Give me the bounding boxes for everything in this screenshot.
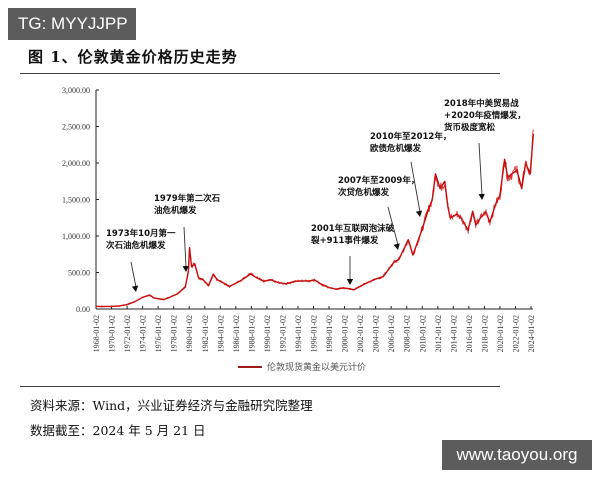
x-tick-label: 1980-01-02 bbox=[185, 315, 194, 352]
y-tick-label: 500.00 bbox=[68, 269, 90, 278]
footer-divider bbox=[20, 386, 500, 387]
x-tick-label: 1982-01-02 bbox=[201, 315, 210, 352]
arrow-head-icon bbox=[478, 193, 485, 200]
annotation-text: 次石油危机爆发 bbox=[106, 240, 166, 251]
x-tick-label: 1988-01-02 bbox=[247, 315, 256, 352]
arrow-line bbox=[183, 226, 187, 268]
annotation-text: 2010年至2012年， bbox=[370, 131, 451, 142]
arrow-head-icon bbox=[346, 279, 354, 285]
annotation: 2010年至2012年，欧债危机爆发 bbox=[370, 131, 451, 217]
annotation-text: 1973年10月第一 bbox=[106, 228, 176, 239]
site-watermark: www.taoyou.org bbox=[442, 440, 592, 470]
y-tick-label: 1,000.00 bbox=[62, 232, 90, 241]
x-axis: 1968-01-02 1970-01-02 1972-01-02 1974-01-02… bbox=[92, 306, 536, 352]
arrow-line bbox=[478, 142, 483, 196]
annotation-text: 2001年互联网泡沫破 bbox=[311, 223, 395, 234]
price-line-noise bbox=[95, 129, 534, 308]
annotation-text: 次贷危机爆发 bbox=[338, 187, 390, 198]
annotation: 2007年至2009年，次贷危机爆发 bbox=[338, 175, 419, 250]
arrow-line bbox=[130, 261, 137, 288]
figure-title: 图 1、伦敦黄金价格历史走势 bbox=[28, 48, 238, 66]
x-tick-label: 1984-01-02 bbox=[216, 315, 225, 352]
source-note: 资料来源：Wind，兴业证券经济与金融研究院整理 bbox=[30, 398, 313, 413]
x-tick-label: 1996-01-02 bbox=[310, 315, 319, 352]
x-tick-label: 2008-01-02 bbox=[403, 315, 412, 352]
annotations: 1973年10月第一次石油危机爆发1979年第二次石油危机爆发2001年互联网泡… bbox=[106, 98, 526, 292]
telegram-badge: TG: MYYJJPP bbox=[8, 8, 136, 40]
annotation-text: 1979年第二次石 bbox=[154, 193, 221, 204]
x-tick-label: 2016-01-02 bbox=[465, 315, 474, 352]
arrow-head-icon bbox=[182, 265, 189, 272]
arrow-line bbox=[410, 161, 421, 213]
x-tick-label: 2004-01-02 bbox=[372, 315, 381, 352]
annotation-text: 裂+911事件爆发 bbox=[310, 235, 379, 246]
x-tick-label: 2020-01-02 bbox=[496, 315, 505, 352]
annotation: 2018年中美贸易战+2020年疫情爆发，货币极度宽松 bbox=[443, 98, 526, 200]
y-tick-label: 0.00 bbox=[76, 305, 90, 314]
arrow-line bbox=[387, 206, 399, 246]
y-axis: 3,000.00 2,500.00 2,000.00 1,500.00 1,000.00… bbox=[62, 86, 99, 314]
annotation-text: 2007年至2009年， bbox=[338, 175, 419, 186]
annotation-text: +2020年疫情爆发， bbox=[444, 110, 526, 121]
data-cutoff-note: 数据截至：2024 年 5 月 21 日 bbox=[30, 423, 206, 438]
x-tick-label: 1992-01-02 bbox=[278, 315, 287, 352]
arrow-head-icon bbox=[393, 243, 400, 250]
y-tick-label: 2,500.00 bbox=[62, 123, 90, 132]
y-tick-label: 1,500.00 bbox=[62, 196, 90, 205]
annotation-text: 油危机爆发 bbox=[154, 205, 197, 216]
arrow-head-icon bbox=[131, 285, 139, 292]
annotation-text: 货币极度宽松 bbox=[443, 122, 496, 133]
x-tick-label: 2002-01-02 bbox=[356, 315, 365, 352]
x-tick-label: 1990-01-02 bbox=[263, 315, 272, 352]
x-tick-label: 2010-01-02 bbox=[418, 315, 427, 352]
x-tick-label: 1978-01-02 bbox=[170, 315, 179, 352]
x-tick-label: 2006-01-02 bbox=[387, 315, 396, 352]
x-tick-label: 1994-01-02 bbox=[294, 315, 303, 352]
y-tick-label: 2,000.00 bbox=[62, 159, 90, 168]
x-tick-label: 1974-01-02 bbox=[139, 315, 148, 352]
x-tick-label: 2014-01-02 bbox=[449, 315, 458, 352]
annotation-text: 2018年中美贸易战 bbox=[444, 98, 519, 109]
x-tick-label: 1972-01-02 bbox=[123, 315, 132, 352]
x-tick-label: 1976-01-02 bbox=[154, 315, 163, 352]
x-tick-label: 2022-01-02 bbox=[511, 315, 520, 352]
x-tick-label: 2024-01-02 bbox=[527, 315, 536, 352]
x-tick-label: 2018-01-02 bbox=[480, 315, 489, 352]
legend: 伦敦现货黄金以美元计价 bbox=[238, 361, 366, 373]
x-tick-label: 1970-01-02 bbox=[108, 315, 117, 352]
title-divider bbox=[20, 73, 500, 74]
x-tick-label: 2012-01-02 bbox=[434, 315, 443, 352]
x-tick-label: 1998-01-02 bbox=[325, 315, 334, 352]
x-tick-label: 1986-01-02 bbox=[232, 315, 241, 352]
y-tick-label: 3,000.00 bbox=[62, 86, 90, 95]
x-tick-label: 1968-01-02 bbox=[92, 315, 101, 352]
legend-label: 伦敦现货黄金以美元计价 bbox=[267, 361, 366, 373]
arrow-head-icon bbox=[415, 210, 423, 217]
annotation-text: 欧债危机爆发 bbox=[370, 143, 422, 154]
x-tick-label: 2000-01-02 bbox=[341, 315, 350, 352]
